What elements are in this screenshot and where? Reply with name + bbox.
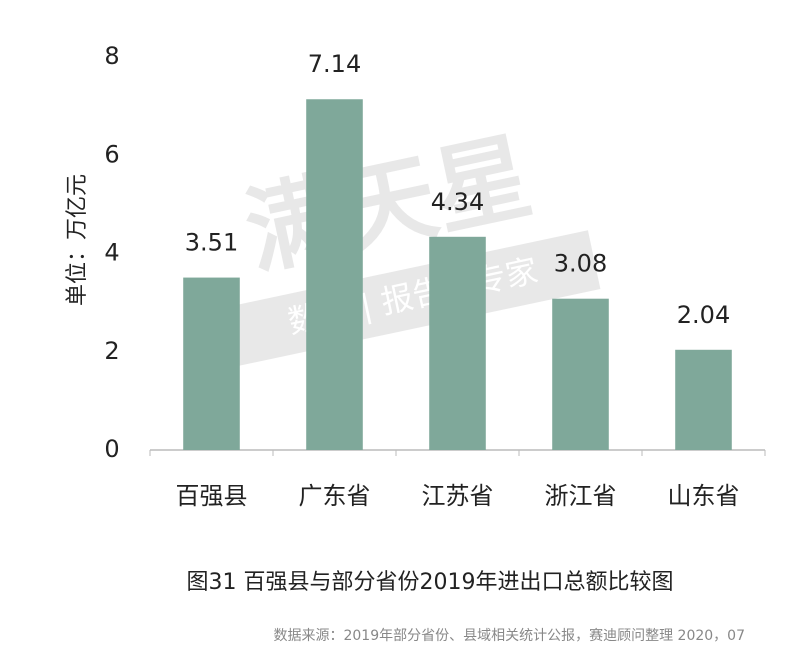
- x-tick-label: 山东省: [668, 482, 740, 510]
- y-tick-label: 6: [104, 140, 119, 168]
- x-tick-label: 广东省: [299, 482, 371, 510]
- x-tick-label: 浙江省: [545, 482, 617, 510]
- bar: [183, 277, 240, 450]
- y-axis-label: 单位：万亿元: [65, 174, 90, 306]
- bar: [552, 298, 609, 450]
- value-label: 2.04: [677, 301, 730, 329]
- value-label: 7.14: [308, 50, 361, 78]
- source-note: 数据来源：2019年部分省份、县域相关统计公报，赛迪顾问整理 2020，07: [273, 628, 745, 644]
- y-tick-label: 8: [104, 42, 119, 70]
- value-label: 3.51: [185, 229, 238, 257]
- value-label: 4.34: [431, 188, 484, 216]
- value-label: 3.08: [554, 250, 607, 278]
- bar: [429, 236, 486, 450]
- watermark: 满天星 数据 | 报告 | 专家: [226, 120, 601, 366]
- x-tick-label: 百强县: [176, 482, 248, 510]
- caption: 图31 百强县与部分省份2019年进出口总额比较图: [187, 570, 674, 595]
- y-tick-label: 2: [104, 337, 119, 365]
- y-tick-label: 0: [104, 435, 119, 463]
- bar: [306, 99, 363, 450]
- bar: [675, 349, 732, 450]
- y-tick-label: 4: [104, 239, 119, 267]
- x-tick-label: 江苏省: [422, 482, 494, 510]
